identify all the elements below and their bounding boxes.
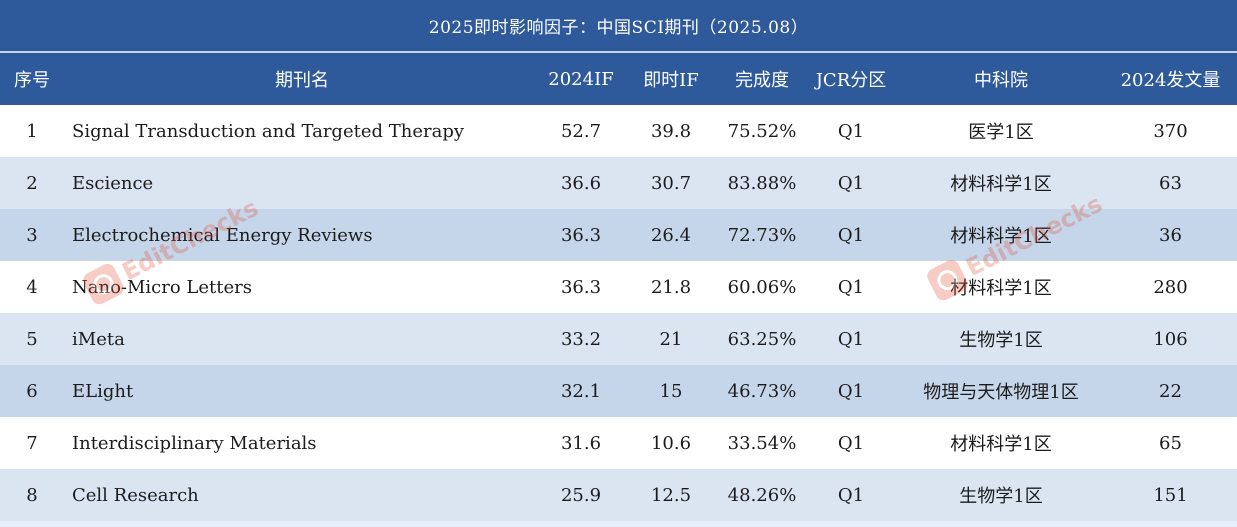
cell-if2024: 32.1 [560, 380, 602, 402]
table-row: 3 Electrochemical Energy Reviews 36.3 26.4 7… [0, 209, 1237, 261]
cell-completion: 75.52% [727, 120, 797, 142]
cell-journal-name: Escience [72, 172, 154, 194]
cell-if2024: 52.7 [560, 120, 602, 142]
table-row: 2 Escience 36.6 30.7 83.88% Q1 材料科学1区 63 [0, 157, 1237, 209]
cell-jcr: Q1 [837, 172, 865, 194]
cell-count: 280 [1153, 276, 1188, 298]
cell-cas: 材料科学1区 [950, 278, 1052, 299]
column-header-if-realtime: 即时IF [643, 70, 699, 91]
cell-if-realtime: 12.5 [650, 484, 692, 506]
cell-cas: 材料科学1区 [950, 174, 1052, 195]
cell-count: 63 [1159, 172, 1182, 194]
cell-cas: 生物学1区 [959, 486, 1043, 507]
cell-index: 2 [26, 172, 38, 194]
cell-if2024: 31.6 [560, 432, 602, 454]
cell-index: 1 [26, 120, 38, 142]
column-header-index: 序号 [14, 70, 50, 91]
cell-count: 106 [1153, 328, 1188, 350]
cell-cas: 材料科学1区 [950, 434, 1052, 455]
cell-completion: 48.26% [727, 484, 797, 506]
cell-if-realtime: 21.8 [650, 276, 692, 298]
column-header-count: 2024发文量 [1120, 70, 1221, 91]
cell-journal-name: ELight [72, 380, 134, 402]
cell-if2024: 36.3 [560, 276, 602, 298]
cell-completion: 72.73% [727, 224, 797, 246]
cell-cas: 材料科学1区 [950, 226, 1052, 247]
cell-count: 36 [1159, 224, 1182, 246]
cell-completion: 46.73% [727, 380, 797, 402]
cell-count: 151 [1153, 484, 1188, 506]
cell-jcr: Q1 [837, 224, 865, 246]
cell-if-realtime: 30.7 [650, 172, 692, 194]
cell-cas: 物理与天体物理1区 [923, 382, 1079, 403]
table-row: 4 Nano-Micro Letters 36.3 21.8 60.06% Q1 材料科学1… [0, 261, 1237, 313]
cell-jcr: Q1 [837, 432, 865, 454]
cell-index: 4 [26, 276, 38, 298]
cell-jcr: Q1 [837, 328, 865, 350]
column-header-if2024: 2024IF [548, 68, 614, 90]
cell-if-realtime: 21 [659, 328, 683, 350]
cell-index: 7 [26, 432, 38, 454]
cell-index: 5 [26, 328, 38, 350]
table-body: 1 Signal Transduction and Targeted Therap… [0, 105, 1237, 521]
cell-if2024: 36.3 [560, 224, 602, 246]
cell-jcr: Q1 [837, 484, 865, 506]
cell-if2024: 33.2 [560, 328, 602, 350]
cell-if2024: 25.9 [560, 484, 602, 506]
cell-if-realtime: 15 [659, 380, 683, 402]
cell-jcr: Q1 [837, 276, 865, 298]
table-header-row: 序号 期刊名 2024IF 即时IF 完成度 JCR分区 中科院 2024发文量 [0, 53, 1237, 105]
cell-count: 65 [1159, 432, 1182, 454]
cell-completion: 60.06% [727, 276, 797, 298]
table-row: 5 iMeta 33.2 21 63.25% Q1 生物学1区 106 [0, 313, 1237, 365]
cell-journal-name: Interdisciplinary Materials [72, 432, 317, 454]
cell-count: 370 [1153, 120, 1188, 142]
cell-journal-name: Electrochemical Energy Reviews [72, 224, 373, 246]
cell-if-realtime: 10.6 [650, 432, 692, 454]
cell-index: 6 [26, 380, 38, 402]
table-row: 6 ELight 32.1 15 46.73% Q1 物理与天体物理1区 22 [0, 365, 1237, 417]
table-title: 2025即时影响因子：中国SCI期刊（2025.08） [0, 0, 1237, 53]
table-row: 8 Cell Research 25.9 12.5 48.26% Q1 生物学1区 151 [0, 469, 1237, 521]
column-header-cas: 中科院 [974, 70, 1028, 91]
cell-completion: 63.25% [727, 328, 797, 350]
cell-index: 8 [26, 484, 38, 506]
cell-journal-name: Signal Transduction and Targeted Therapy [72, 120, 465, 142]
cell-if-realtime: 39.8 [650, 120, 692, 142]
cell-journal-name: iMeta [72, 328, 125, 350]
cell-jcr: Q1 [837, 120, 865, 142]
column-header-journal: 期刊名 [275, 70, 329, 91]
cell-cas: 医学1区 [968, 122, 1034, 143]
table-row: 1 Signal Transduction and Targeted Therap… [0, 105, 1237, 157]
cell-count: 22 [1159, 380, 1182, 402]
cell-if-realtime: 26.4 [650, 224, 692, 246]
cell-completion: 33.54% [727, 432, 797, 454]
column-header-jcr: JCR分区 [815, 70, 887, 91]
cell-journal-name: Nano-Micro Letters [72, 276, 252, 298]
cell-if2024: 36.6 [560, 172, 602, 194]
cell-cas: 生物学1区 [959, 330, 1043, 351]
cell-journal-name: Cell Research [72, 484, 199, 506]
column-header-completion: 完成度 [735, 70, 789, 91]
cell-jcr: Q1 [837, 380, 865, 402]
cell-completion: 83.88% [727, 172, 797, 194]
cell-index: 3 [26, 224, 38, 246]
table-row: 7 Interdisciplinary Materials 31.6 10.6 33.5… [0, 417, 1237, 469]
